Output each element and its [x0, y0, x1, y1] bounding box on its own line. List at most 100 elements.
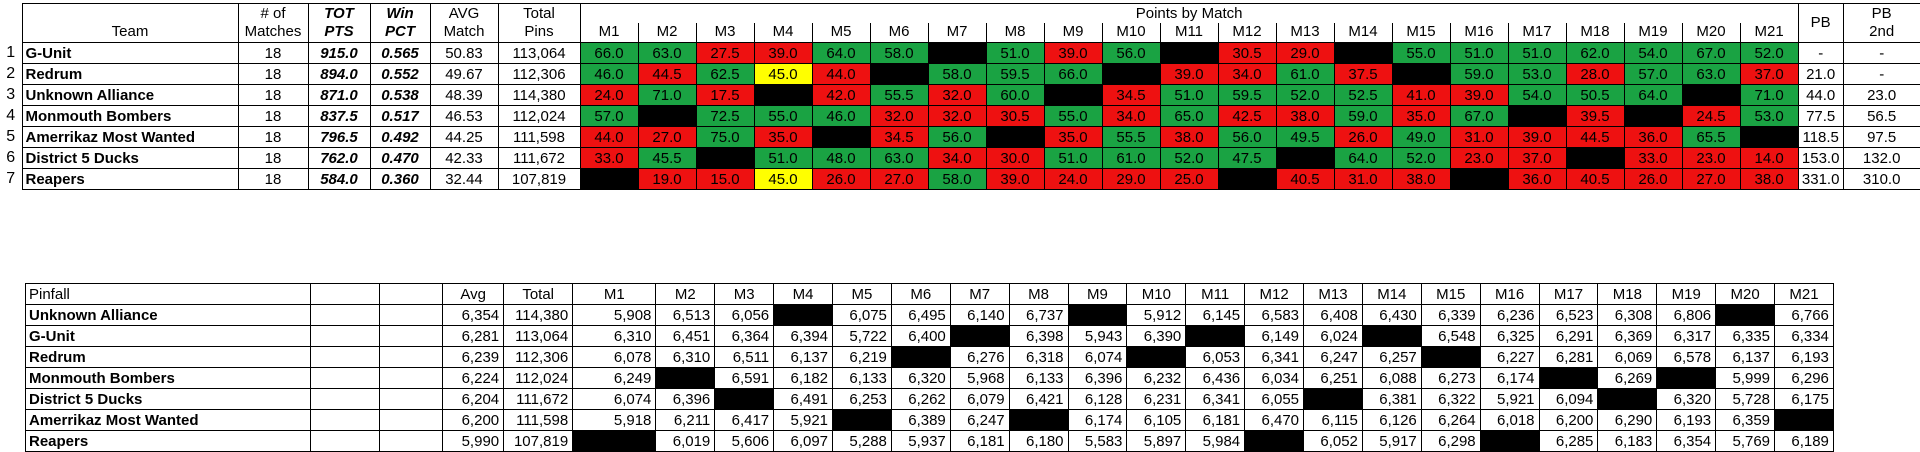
pb2-value: 310.0 [1842, 168, 1920, 190]
match-points-cell: 33.0 [1623, 147, 1683, 169]
pinfall-score-cell [1067, 304, 1128, 326]
match-points-cell: 58.0 [869, 42, 929, 64]
match-points-cell: 17.5 [695, 84, 755, 106]
match-points-cell: 64.0 [811, 42, 871, 64]
match-points-cell: 44.5 [1565, 126, 1625, 148]
pinfall-score-cell [1774, 409, 1834, 431]
empty-cell [379, 367, 444, 389]
match-header: M9 [1043, 23, 1103, 43]
pinfall-score-cell [773, 304, 834, 326]
pinfall-score-cell: 6,396 [655, 388, 716, 410]
total-pins: 114,380 [497, 84, 581, 106]
pinfall-score-cell: 6,320 [1656, 388, 1717, 410]
match-points-cell: 63.0 [1681, 63, 1741, 85]
match-header: M5 [811, 23, 871, 43]
pb-value: 331.0 [1797, 168, 1844, 190]
standings-row: 2 Redrum 18 894.0 0.552 49.67 112,306 46.0 44.5 6… [0, 63, 1920, 85]
match-points-cell: 38.0 [1275, 105, 1335, 127]
match-points-cell: 32.0 [869, 105, 929, 127]
standings-row: 5 Amerrikaz Most Wanted 18 796.5 0.492 44.25 1… [0, 126, 1920, 148]
match-points-cell [927, 42, 987, 64]
match-points-cell: 60.0 [985, 84, 1045, 106]
pb-value: - [1797, 42, 1844, 64]
match-points-cell: 67.0 [1681, 42, 1741, 64]
avg-header-1: AVG [429, 3, 499, 23]
match-points-cell: 23.0 [1681, 147, 1741, 169]
pinfall-total: 111,598 [503, 409, 574, 431]
pinfall-score-cell: 5,769 [1715, 430, 1776, 452]
match-points-cell: 61.0 [1101, 147, 1161, 169]
match-points-cell: 53.0 [1507, 63, 1567, 85]
empty-cell [379, 325, 444, 347]
match-points-cell: 27.0 [637, 126, 697, 148]
pinfall-total: 112,306 [503, 346, 574, 368]
win-header-2: PCT [369, 23, 431, 43]
match-points-cell [1391, 63, 1451, 85]
pinfall-score-cell: 6,088 [1361, 367, 1422, 389]
pinfall-score-cell: 6,806 [1656, 304, 1717, 326]
match-points-cell: 14.0 [1739, 147, 1799, 169]
pinfall-team-name: Reapers [24, 430, 312, 452]
tot-header-1: TOT [307, 3, 371, 23]
pinfall-avg: 6,200 [442, 409, 505, 431]
match-points-cell: 55.5 [1101, 126, 1161, 148]
match-points-cell: 52.0 [1739, 42, 1799, 64]
avg-match: 32.44 [429, 168, 499, 190]
match-points-cell: 33.0 [579, 147, 639, 169]
matches-played: 18 [237, 105, 309, 127]
pinfall-score-cell: 6,183 [1597, 430, 1658, 452]
team-name: Reapers [21, 168, 239, 190]
pb-header: PB [1797, 3, 1844, 43]
pinfall-score-cell: 6,341 [1185, 388, 1246, 410]
pinfall-score-cell [949, 325, 1010, 347]
pinfall-score-cell: 6,219 [832, 346, 892, 368]
rank-number: 2 [6, 65, 16, 82]
match-points-cell: 32.0 [927, 105, 987, 127]
pinfall-score-cell [1538, 367, 1599, 389]
pinfall-score-cell [1656, 367, 1717, 389]
pinfall-score-cell: 6,180 [1008, 430, 1069, 452]
match-points-cell: 51.0 [985, 42, 1045, 64]
match-points-cell [1275, 147, 1335, 169]
pinfall-score-cell: 6,408 [1303, 304, 1363, 326]
pinfall-row: G-Unit 6,281 113,064 6,310 6,451 6,364 6,394 5,… [24, 325, 1893, 347]
match-header: M19 [1623, 23, 1683, 43]
tot-header-2: PTS [307, 23, 371, 43]
pinfall-score-cell [714, 388, 775, 410]
pinfall-score-cell: 6,079 [949, 388, 1010, 410]
match-points-cell: 38.0 [1739, 168, 1799, 190]
match-points-cell: 39.0 [1507, 126, 1567, 148]
match-points-cell: 65.0 [1159, 105, 1219, 127]
pinfall-score-cell: 6,339 [1420, 304, 1481, 326]
match-points-cell: 66.0 [1043, 63, 1103, 85]
pinfall-match-header: M17 [1538, 283, 1599, 305]
pinfall-row: Redrum 6,239 112,306 6,078 6,310 6,511 6,137 6,… [24, 346, 1893, 368]
pinfall-score-cell: 5,921 [773, 409, 834, 431]
matches-played: 18 [237, 63, 309, 85]
pinfall-score-cell: 5,908 [572, 304, 657, 326]
match-points-cell: 45.5 [637, 147, 697, 169]
pinfall-score-cell: 6,211 [655, 409, 716, 431]
pinfall-score-cell [1244, 430, 1305, 452]
match-points-cell: 39.0 [753, 42, 813, 64]
pinfall-score-cell: 6,417 [714, 409, 775, 431]
pinfall-score-cell: 6,430 [1361, 304, 1422, 326]
pinfall-score-cell: 6,200 [1538, 409, 1599, 431]
pinfall-match-header: M3 [714, 283, 775, 305]
avg-match: 50.83 [429, 42, 499, 64]
pinfall-score-cell: 6,389 [890, 409, 951, 431]
pinfall-score-cell: 6,737 [1008, 304, 1069, 326]
pinfall-score-cell: 6,398 [1008, 325, 1069, 347]
match-points-cell: 40.5 [1565, 168, 1625, 190]
pinfall-team-name: Unknown Alliance [24, 304, 312, 326]
match-points-cell: 35.0 [753, 126, 813, 148]
pinfall-avg: 6,224 [442, 367, 505, 389]
pinfall-score-cell: 5,921 [1479, 388, 1540, 410]
total-pins: 107,819 [497, 168, 581, 190]
pinfall-score-cell: 6,024 [1303, 325, 1363, 347]
pinfall-score-cell: 6,019 [655, 430, 716, 452]
pinfall-score-cell: 6,591 [714, 367, 775, 389]
match-points-cell [1449, 168, 1509, 190]
pinfall-score-cell: 6,174 [1479, 367, 1540, 389]
pinfall-score-cell: 6,052 [1303, 430, 1363, 452]
